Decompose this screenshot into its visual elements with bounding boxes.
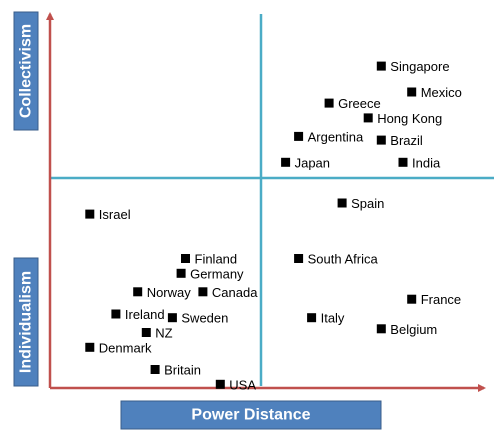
point-marker-finland xyxy=(181,254,190,263)
x-axis-title: Power Distance xyxy=(191,407,310,424)
point-marker-brazil xyxy=(377,136,386,145)
point-marker-sweden xyxy=(168,313,177,322)
point-marker-hong-kong xyxy=(364,113,373,122)
point-marker-nz xyxy=(142,328,151,337)
point-label-finland: Finland xyxy=(195,252,238,267)
point-france: France xyxy=(407,292,461,307)
point-canada: Canada xyxy=(198,285,258,300)
x-axis-title-box: Power Distance xyxy=(121,401,381,429)
point-finland: Finland xyxy=(181,252,237,267)
point-israel: Israel xyxy=(85,207,130,222)
point-label-belgium: Belgium xyxy=(390,322,437,337)
y-axis-title-collectivism: Collectivism xyxy=(18,24,35,118)
point-label-norway: Norway xyxy=(147,285,192,300)
y-axis-title-top-box: Collectivism xyxy=(14,12,38,130)
point-marker-france xyxy=(407,295,416,304)
point-marker-britain xyxy=(151,365,160,374)
y-axis-title-bottom-box: Individualism xyxy=(14,258,38,386)
point-britain: Britain xyxy=(151,363,201,378)
point-usa: USA xyxy=(216,377,257,392)
point-marker-germany xyxy=(177,269,186,278)
point-marker-singapore xyxy=(377,62,386,71)
point-label-france: France xyxy=(421,292,461,307)
point-marker-argentina xyxy=(294,132,303,141)
point-label-germany: Germany xyxy=(190,266,244,281)
point-label-ireland: Ireland xyxy=(125,307,165,322)
point-ireland: Ireland xyxy=(111,307,164,322)
point-label-south-africa: South Africa xyxy=(308,252,379,267)
point-marker-norway xyxy=(133,287,142,296)
point-nz: NZ xyxy=(142,326,173,341)
point-marker-japan xyxy=(281,158,290,167)
point-mexico: Mexico xyxy=(407,85,462,100)
point-south-africa: South Africa xyxy=(294,252,378,267)
point-marker-denmark xyxy=(85,343,94,352)
point-marker-israel xyxy=(85,210,94,219)
point-greece: Greece xyxy=(325,96,381,111)
point-label-sweden: Sweden xyxy=(181,311,228,326)
point-label-india: India xyxy=(412,155,441,170)
point-label-brazil: Brazil xyxy=(390,133,423,148)
point-marker-south-africa xyxy=(294,254,303,263)
point-label-nz: NZ xyxy=(155,326,172,341)
point-belgium: Belgium xyxy=(377,322,437,337)
point-label-israel: Israel xyxy=(99,207,131,222)
point-label-greece: Greece xyxy=(338,96,381,111)
point-label-canada: Canada xyxy=(212,285,258,300)
point-argentina: Argentina xyxy=(294,129,364,144)
point-label-mexico: Mexico xyxy=(421,85,462,100)
point-italy: Italy xyxy=(307,311,345,326)
point-marker-usa xyxy=(216,380,225,389)
point-label-argentina: Argentina xyxy=(308,129,364,144)
point-label-spain: Spain xyxy=(351,196,384,211)
point-marker-spain xyxy=(338,199,347,208)
point-marker-greece xyxy=(325,99,334,108)
point-norway: Norway xyxy=(133,285,191,300)
point-label-usa: USA xyxy=(229,377,256,392)
point-denmark: Denmark xyxy=(85,340,152,355)
point-label-japan: Japan xyxy=(295,155,330,170)
point-label-singapore: Singapore xyxy=(390,59,449,74)
y-axis-title-individualism: Individualism xyxy=(18,271,35,373)
point-marker-belgium xyxy=(377,324,386,333)
point-sweden: Sweden xyxy=(168,311,228,326)
point-label-denmark: Denmark xyxy=(99,340,152,355)
point-spain: Spain xyxy=(338,196,385,211)
point-marker-italy xyxy=(307,313,316,322)
point-label-hong-kong: Hong Kong xyxy=(377,111,442,126)
point-marker-canada xyxy=(198,287,207,296)
point-marker-mexico xyxy=(407,88,416,97)
point-hong-kong: Hong Kong xyxy=(364,111,443,126)
point-brazil: Brazil xyxy=(377,133,423,148)
point-label-italy: Italy xyxy=(321,311,345,326)
point-marker-ireland xyxy=(111,310,120,319)
point-singapore: Singapore xyxy=(377,59,450,74)
point-germany: Germany xyxy=(177,266,244,281)
point-india: India xyxy=(399,155,441,170)
point-label-britain: Britain xyxy=(164,363,201,378)
point-japan: Japan xyxy=(281,155,330,170)
point-marker-india xyxy=(399,158,408,167)
